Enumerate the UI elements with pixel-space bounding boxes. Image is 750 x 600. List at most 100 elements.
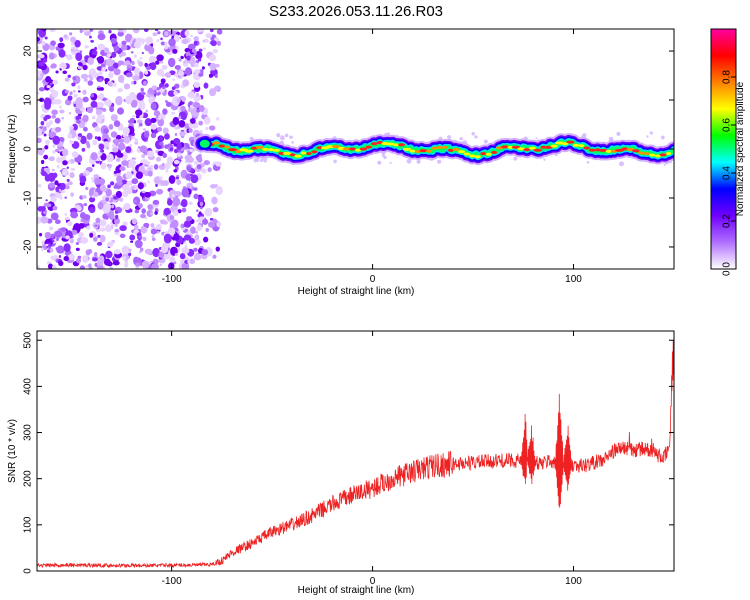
noise-blob <box>95 217 101 224</box>
noise-blob <box>117 31 124 37</box>
noise-blob <box>138 203 143 209</box>
noise-blob <box>134 200 137 203</box>
noise-blob <box>52 79 58 85</box>
noise-blob <box>134 266 140 269</box>
signal-hot-spot <box>300 151 307 155</box>
noise-blob <box>195 92 200 97</box>
noise-blob <box>160 245 169 254</box>
signal-hot-spot <box>500 145 510 149</box>
noise-blob <box>48 52 55 60</box>
noise-blob <box>67 74 72 78</box>
signal-hot-spot <box>643 152 650 156</box>
noise-blob <box>190 174 199 184</box>
noise-blob <box>149 62 157 71</box>
noise-blob <box>209 217 214 221</box>
noise-blob <box>82 89 87 95</box>
noise-blob <box>99 227 106 232</box>
noise-blob <box>160 37 163 41</box>
x-tick-label: -100 <box>162 576 182 587</box>
noise-blob <box>50 195 57 203</box>
noise-blob <box>97 95 104 100</box>
noise-blob <box>92 115 96 119</box>
noise-blob <box>169 207 173 211</box>
signal-hot-spot <box>311 150 318 154</box>
noise-blob <box>165 169 169 173</box>
noise-blob <box>185 216 193 222</box>
signal-hot-spot <box>528 146 536 150</box>
faint-blob <box>459 137 463 141</box>
signal-hot-spot <box>306 152 312 156</box>
noise-blob <box>69 172 75 179</box>
noise-blob <box>158 116 162 121</box>
noise-blob <box>58 49 66 58</box>
y-tick-label: 0 <box>23 146 34 152</box>
faint-blob <box>586 160 590 164</box>
noise-blob <box>55 126 62 133</box>
noise-blob <box>196 164 202 170</box>
noise-blob <box>185 147 189 150</box>
noise-blob <box>107 184 111 189</box>
noise-blob <box>181 199 188 208</box>
noise-blob <box>130 240 134 243</box>
noise-blob <box>150 132 157 139</box>
snr-y-ticks: 0 100 200 300 400 500 <box>23 331 674 574</box>
noise-blob <box>40 247 44 251</box>
noise-blob <box>82 255 89 263</box>
signal-hot-spot <box>393 143 399 147</box>
noise-blob <box>191 48 197 53</box>
noise-blob <box>173 34 180 43</box>
noise-blob <box>105 99 110 104</box>
noise-blob <box>47 246 52 249</box>
noise-blob <box>105 250 113 259</box>
noise-blob <box>89 35 92 39</box>
noise-blob <box>114 210 119 214</box>
signal-hot-spot <box>463 152 471 156</box>
faint-blob <box>619 161 624 167</box>
noise-blob <box>90 93 95 98</box>
colorbar-tick-label: 0.4 <box>722 166 733 180</box>
noise-blob <box>162 152 168 159</box>
noise-blob <box>131 60 135 66</box>
signal-hot-spot <box>566 140 575 144</box>
noise-blob <box>141 260 150 269</box>
noise-blob <box>210 40 217 47</box>
noise-blob <box>80 73 89 80</box>
noise-blob <box>121 207 125 211</box>
noise-blob <box>139 247 144 252</box>
signal-hot-spot <box>485 152 492 156</box>
noise-blob <box>150 102 157 111</box>
noise-blob <box>188 201 193 205</box>
noise-blob <box>59 105 63 109</box>
noise-blob <box>141 154 145 158</box>
faint-blob <box>284 133 289 138</box>
noise-blob <box>147 150 155 158</box>
noise-blob <box>37 91 40 95</box>
noise-blob <box>71 123 78 131</box>
noise-blob <box>180 223 185 229</box>
noise-blob <box>44 36 48 40</box>
noise-blob <box>117 29 124 33</box>
faint-blob <box>389 161 392 164</box>
noise-blob <box>109 106 115 113</box>
noise-blob <box>83 126 88 132</box>
noise-blob <box>83 78 88 82</box>
noise-blob <box>128 248 132 252</box>
signal-hot-spot <box>272 148 280 152</box>
faint-blob <box>253 158 258 163</box>
noise-blob <box>39 170 42 173</box>
noise-blob <box>157 230 160 234</box>
colorbar-tick-label: 0.8 <box>722 70 733 84</box>
signal-hot-spot <box>359 147 368 151</box>
noise-blob <box>174 65 181 70</box>
noise-blob <box>82 114 89 123</box>
noise-blob <box>182 79 190 87</box>
noise-blob <box>51 115 57 119</box>
noise-blob <box>155 223 162 230</box>
snr-background <box>37 331 674 571</box>
noise-blob <box>194 234 200 241</box>
noise-blob <box>42 57 48 63</box>
signal-hot-spot <box>605 149 612 153</box>
noise-blob <box>144 118 152 127</box>
noise-blob <box>215 161 222 167</box>
noise-blob <box>157 126 163 132</box>
